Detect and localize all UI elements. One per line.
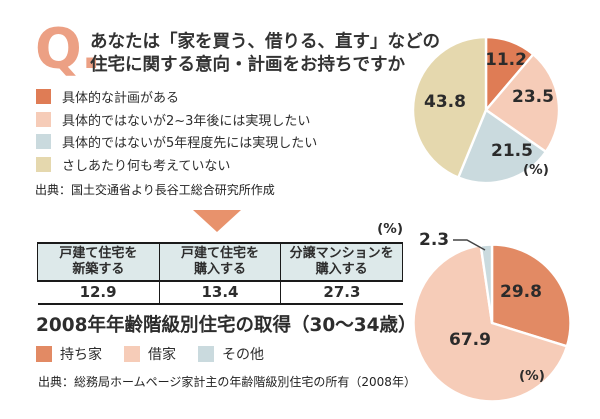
pie-slice <box>411 35 488 179</box>
ownership-pie-chart: 29.8 67.9 <box>412 239 572 403</box>
pie-value-label: 21.5 <box>491 141 533 161</box>
legend-label: その他 <box>222 347 264 363</box>
legend-item: 具体的な計画がある <box>36 89 317 106</box>
question-title: あなたは「家を買う、借りる、直す」などの 住宅に関する意向・計画をお持ちですか <box>90 31 440 77</box>
legend-label: 持ち家 <box>60 347 102 363</box>
table-cell: 13.4 <box>158 281 282 305</box>
arrow-down-icon <box>193 210 241 232</box>
legend-item: 具体的ではないが2~3年後には実現したい <box>36 111 317 129</box>
legend-item: 持ち家 <box>36 344 102 364</box>
table-value-row: 12.9 13.4 27.3 <box>37 281 403 305</box>
question-line-1: あなたは「家を買う、借りる、直す」などの <box>90 32 440 52</box>
housing-plans-table: 戸建て住宅を 新築する 戸建て住宅を 購入する 分譲マンションを 購入する 12… <box>37 242 403 305</box>
pie-value-label: 23.5 <box>512 87 554 107</box>
pie-value-label: 11.2 <box>485 50 527 70</box>
legend-label: 具体的な計画がある <box>62 91 180 106</box>
legend-swatch <box>36 156 51 172</box>
pie-value-label: 67.9 <box>449 330 491 350</box>
pie-value-label: 43.8 <box>424 92 466 112</box>
pie-outside-label: 2.3 <box>419 230 450 250</box>
q-mark: Q. <box>35 17 102 81</box>
table-cell: 12.9 <box>37 281 160 305</box>
acquisition-title: 2008年年齢階級別住宅の取得（30～34歳） <box>36 315 417 336</box>
legend-label: さしあたり何も考えていない <box>62 158 231 174</box>
table-header-new-build: 戸建て住宅を 新築する <box>37 242 160 282</box>
legend-item: その他 <box>198 344 264 364</box>
legend-swatch <box>124 346 140 362</box>
pie-slice <box>490 243 572 348</box>
pie-value-label: 29.8 <box>500 282 542 302</box>
pie-slice <box>412 244 569 403</box>
legend-swatch <box>198 346 214 362</box>
percent-unit-label: (%) <box>523 162 549 178</box>
legend-swatch <box>36 89 51 104</box>
legend-swatch <box>36 134 51 149</box>
acquisition-source-note: 出典：総務局ホームページ家計主の年齢階級別住宅の所有（2008年） <box>38 375 416 389</box>
question-line-2: 住宅に関する意向・計画をお持ちですか <box>90 55 405 75</box>
pie-slice <box>484 53 561 153</box>
table-header-buy-house: 戸建て住宅を 購入する <box>158 242 282 282</box>
legend-swatch <box>36 346 52 362</box>
survey-legend: 具体的な計画がある 具体的ではないが2~3年後には実現したい 具体的ではないが5… <box>36 89 317 179</box>
legend-swatch <box>36 111 51 127</box>
percent-unit-label: (%) <box>519 368 545 384</box>
legend-label: 借家 <box>148 347 176 363</box>
pie-slice <box>479 243 494 325</box>
leader-line <box>453 239 486 251</box>
legend-label: 具体的ではないが2~3年後には実現したい <box>62 113 311 129</box>
table-header-buy-condo: 分譲マンションを 購入する <box>280 242 403 282</box>
intention-pie-chart: 11.2 23.5 21.5 43.8 <box>411 35 561 185</box>
acquisition-legend: 持ち家 借家 その他 <box>36 344 286 364</box>
legend-item: さしあたり何も考えていない <box>36 156 317 174</box>
percent-unit-label: (%) <box>377 221 403 237</box>
table-cell: 27.3 <box>280 281 403 305</box>
legend-label: 具体的ではないが5年程度先には実現したい <box>62 136 318 151</box>
table-header-row: 戸建て住宅を 新築する 戸建て住宅を 購入する 分譲マンションを 購入する <box>37 242 403 282</box>
legend-item: 具体的ではないが5年程度先には実現したい <box>36 134 318 151</box>
legend-item: 借家 <box>124 344 176 364</box>
pie-slice <box>457 108 548 185</box>
survey-source-note: 出典：国土交通省より長谷工総合研究所作成 <box>35 183 275 197</box>
